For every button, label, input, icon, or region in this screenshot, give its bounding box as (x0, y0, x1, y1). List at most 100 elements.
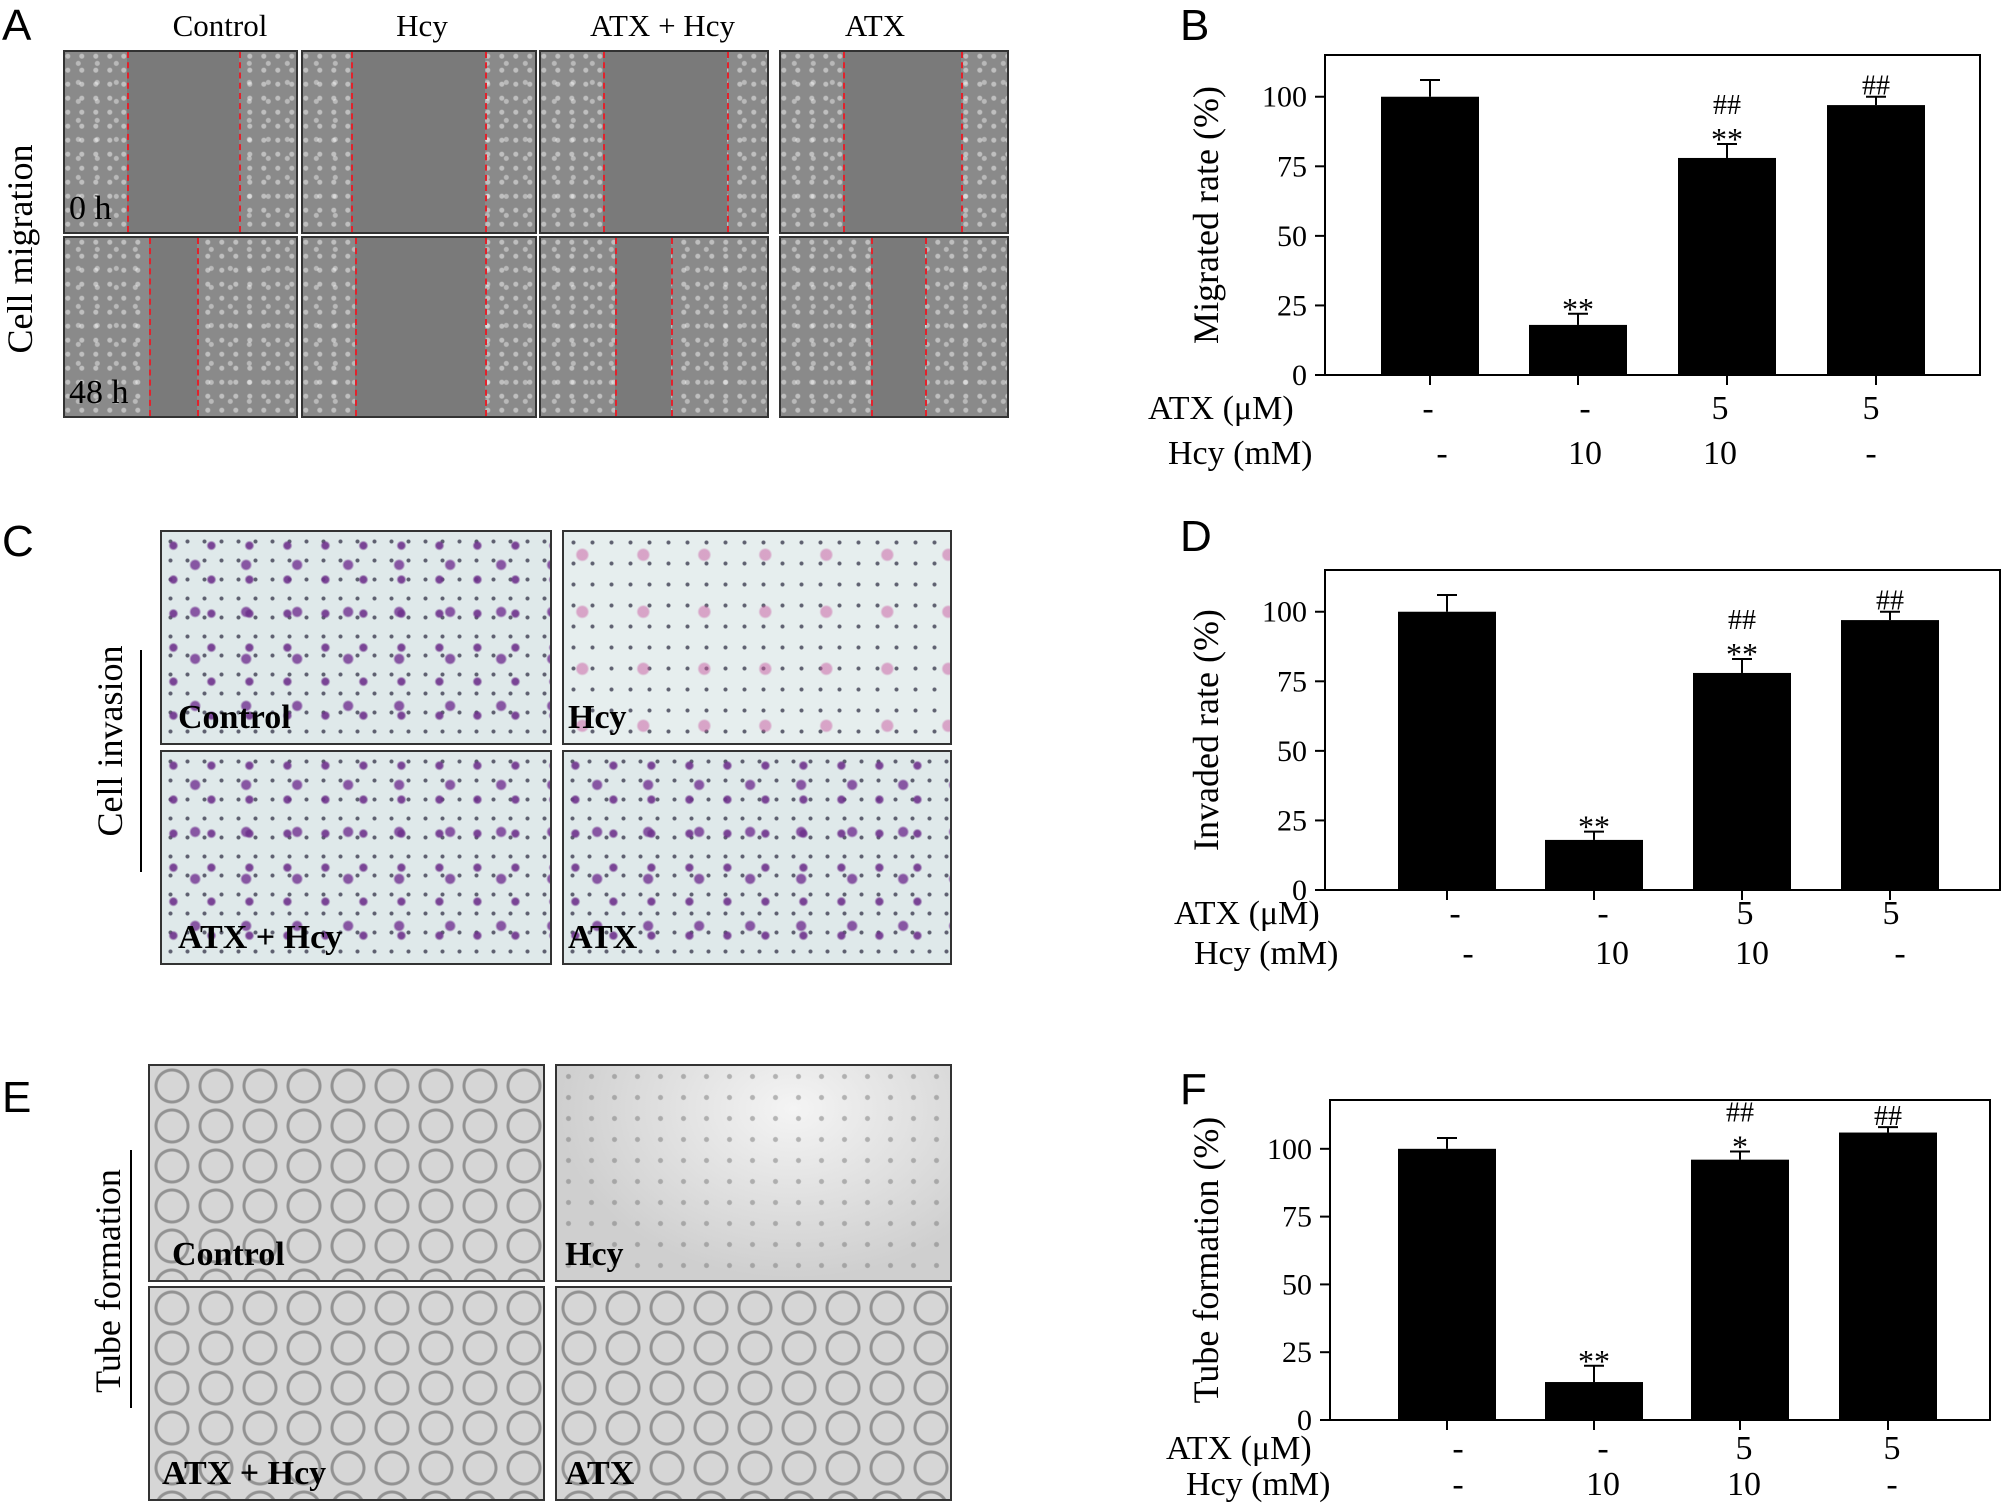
atx-value-d-2: - (1597, 895, 1609, 932)
hcy-value-d-3: 10 (1735, 935, 1769, 972)
migration-image-atx-hcy-48h (539, 236, 769, 418)
significance-star: ** (1726, 636, 1758, 672)
time-label-0h: 0 h (69, 190, 112, 227)
invasion-image-atx-hcy: ATX + Hcy (160, 750, 552, 965)
image-label-hcy: Hcy (568, 699, 627, 736)
y-tick-label: 100 (1262, 81, 1307, 114)
bar (1398, 1148, 1496, 1420)
y-tick-label: 50 (1282, 1268, 1312, 1301)
invasion-image-hcy: Hcy (562, 530, 952, 745)
row-bracket-line (130, 1150, 132, 1408)
atx-value-b-3: 5 (1711, 390, 1729, 427)
panel-letter-b: B (1180, 1, 1210, 50)
atx-value-b-4: 5 (1862, 390, 1880, 427)
bar (1839, 1132, 1937, 1420)
col-label-control: Control (172, 8, 268, 43)
significance-star: ** (1562, 291, 1594, 327)
hcy-value-b-4: - (1865, 435, 1877, 472)
tube-image-atx-hcy: ATX + Hcy (148, 1286, 545, 1501)
migration-image-control-48h: 48 h (63, 236, 298, 418)
y-tick-label: 50 (1277, 220, 1307, 253)
significance-hash: ## (1726, 1098, 1754, 1129)
atx-condition-label-f: ATX (μM) (1166, 1430, 1312, 1467)
bar (1381, 96, 1479, 375)
hcy-value-b-1: - (1436, 435, 1448, 472)
significance-star: * (1732, 1129, 1748, 1165)
bar (1691, 1159, 1789, 1420)
migration-image-atx-48h (779, 236, 1009, 418)
y-tick-label: 50 (1277, 735, 1307, 768)
bar (1841, 620, 1939, 890)
hcy-condition-label-b: Hcy (mM) (1168, 435, 1313, 472)
tube-image-hcy: Hcy (555, 1064, 952, 1282)
y-tick-label: 0 (1292, 874, 1307, 907)
bar (1398, 611, 1496, 890)
y-tick-label: 25 (1282, 1336, 1312, 1369)
y-axis-label: Invaded rate (%) (1186, 609, 1226, 851)
significance-star: ** (1578, 1343, 1610, 1379)
atx-value-f-4: 5 (1883, 1430, 1901, 1467)
migration-image-hcy-0h (301, 50, 537, 234)
col-label-atx: ATX (844, 8, 906, 43)
image-label-hcy: Hcy (565, 1236, 624, 1273)
hcy-value-f-1: - (1452, 1466, 1464, 1503)
atx-value-f-2: - (1597, 1430, 1609, 1467)
y-tick-label: 100 (1262, 596, 1307, 629)
y-tick-label: 25 (1277, 804, 1307, 837)
migration-image-control-0h: 0 h (63, 50, 298, 234)
image-label-control: Control (178, 699, 291, 736)
hcy-condition-label-d: Hcy (mM) (1194, 935, 1339, 972)
y-axis-label: Migrated rate (%) (1186, 86, 1226, 344)
hcy-value-d-1: - (1462, 935, 1474, 972)
hcy-value-f-2: 10 (1586, 1466, 1620, 1503)
tube-image-control: Control (148, 1064, 545, 1282)
significance-hash: ## (1874, 1101, 1902, 1132)
y-tick-label: 75 (1277, 150, 1307, 183)
invasion-image-atx: ATX (562, 750, 952, 965)
atx-value-d-1: - (1449, 895, 1461, 932)
atx-value-b-2: - (1579, 390, 1591, 427)
plot-frame (1324, 54, 1981, 376)
hcy-value-b-2: 10 (1568, 435, 1602, 472)
image-label-control: Control (172, 1236, 285, 1273)
panel-letter-d: D (1180, 512, 1212, 561)
bar (1545, 1382, 1643, 1420)
bar (1678, 157, 1776, 375)
atx-value-d-4: 5 (1882, 895, 1900, 932)
y-axis-label: Tube formation (%) (1186, 1117, 1226, 1404)
image-label-atx-hcy: ATX + Hcy (178, 919, 343, 956)
panel-letter-a: A (2, 1, 32, 50)
atx-condition-label-d: ATX (μM) (1174, 895, 1320, 932)
col-label-atx-hcy: ATX + Hcy (590, 8, 735, 43)
tube-image-atx: ATX (555, 1286, 952, 1501)
atx-value-b-1: - (1422, 390, 1434, 427)
significance-hash: ## (1876, 586, 1904, 617)
hcy-value-f-4: - (1886, 1466, 1898, 1503)
atx-value-f-1: - (1452, 1430, 1464, 1467)
significance-hash: ## (1713, 90, 1741, 121)
panel-letter-f: F (1180, 1065, 1207, 1114)
bar (1827, 105, 1925, 375)
hcy-value-b-3: 10 (1703, 435, 1737, 472)
row-bracket-line (140, 650, 142, 872)
image-label-atx-hcy: ATX + Hcy (162, 1455, 327, 1492)
hcy-value-d-4: - (1894, 935, 1906, 972)
y-tick-label: 75 (1277, 665, 1307, 698)
migration-image-atx-0h (779, 50, 1009, 234)
atx-value-f-3: 5 (1735, 1430, 1753, 1467)
y-tick-label: 100 (1267, 1133, 1312, 1166)
hcy-value-d-2: 10 (1595, 935, 1629, 972)
significance-hash: ## (1862, 71, 1890, 102)
y-tick-label: 25 (1277, 289, 1307, 322)
migration-image-atx-hcy-0h (539, 50, 769, 234)
y-tick-label: 0 (1292, 359, 1307, 392)
atx-value-d-3: 5 (1736, 895, 1754, 932)
significance-star: ** (1578, 809, 1610, 845)
image-label-atx: ATX (565, 1455, 635, 1492)
invasion-image-control: Control (160, 530, 552, 745)
significance-hash: ## (1728, 605, 1756, 636)
image-label-atx: ATX (568, 919, 638, 956)
